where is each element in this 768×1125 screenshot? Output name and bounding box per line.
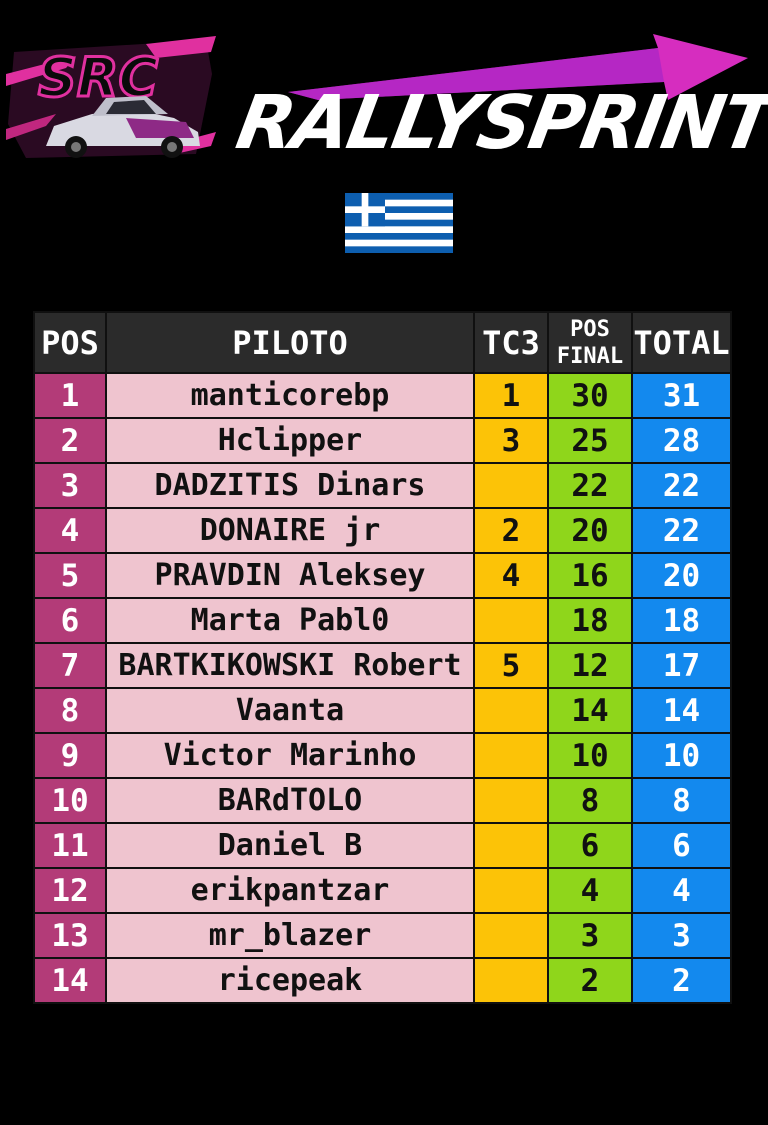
cell-pos: 12 — [33, 867, 107, 914]
cell-pilot: Daniel B — [105, 822, 475, 869]
cell-pilot: Victor Marinho — [105, 732, 475, 779]
header-pilot: PILOTO — [105, 311, 475, 374]
table-header-row: POS PILOTO TC3 POS FINAL TOTAL — [33, 311, 732, 374]
cell-final: 12 — [547, 642, 633, 689]
cell-total: 3 — [631, 912, 732, 959]
cell-total: 4 — [631, 867, 732, 914]
cell-final: 18 — [547, 597, 633, 644]
cell-pilot: PRAVDIN Aleksey — [105, 552, 475, 599]
header-total: TOTAL — [631, 311, 732, 374]
cell-pos: 6 — [33, 597, 107, 644]
cell-total: 31 — [631, 372, 732, 419]
header-final-bottom: FINAL — [556, 343, 624, 369]
title-block: RALLYSPRINT — [228, 8, 768, 178]
cell-tc3 — [473, 597, 549, 644]
table-body: 1 manticorebp 1 30 31 2 Hclipper 3 25 28 3 DADZITIS… — [33, 372, 732, 1004]
table-row: 10 BARdTOLO 8 8 — [33, 777, 732, 824]
cell-pilot: BARTKIKOWSKI Robert — [105, 642, 475, 689]
table-row: 3 DADZITIS Dinars 22 22 — [33, 462, 732, 509]
cell-total: 6 — [631, 822, 732, 869]
cell-total: 28 — [631, 417, 732, 464]
cell-pilot: Vaanta — [105, 687, 475, 734]
cell-pilot: BARdTOLO — [105, 777, 475, 824]
cell-final: 16 — [547, 552, 633, 599]
table-row: 12 erikpantzar 4 4 — [33, 867, 732, 914]
table-row: 4 DONAIRE jr 2 20 22 — [33, 507, 732, 554]
table-row: 9 Victor Marinho 10 10 — [33, 732, 732, 779]
cell-pos: 1 — [33, 372, 107, 419]
table-row: 1 manticorebp 1 30 31 — [33, 372, 732, 419]
header-final-top: POS — [570, 316, 610, 342]
cell-total: 18 — [631, 597, 732, 644]
header-final: POS FINAL — [547, 311, 633, 374]
cell-pos: 13 — [33, 912, 107, 959]
cell-tc3 — [473, 822, 549, 869]
cell-pos: 3 — [33, 462, 107, 509]
table-row: 8 Vaanta 14 14 — [33, 687, 732, 734]
cell-pilot: Marta Pabl0 — [105, 597, 475, 644]
cell-tc3 — [473, 687, 549, 734]
cell-pilot: erikpantzar — [105, 867, 475, 914]
cell-total: 20 — [631, 552, 732, 599]
cell-tc3: 2 — [473, 507, 549, 554]
cell-tc3: 3 — [473, 417, 549, 464]
cell-pilot: DONAIRE jr — [105, 507, 475, 554]
cell-tc3: 5 — [473, 642, 549, 689]
cell-final: 25 — [547, 417, 633, 464]
cell-total: 14 — [631, 687, 732, 734]
cell-final: 2 — [547, 957, 633, 1004]
cell-final: 30 — [547, 372, 633, 419]
header-tc3: TC3 — [473, 311, 549, 374]
table-row: 14 ricepeak 2 2 — [33, 957, 732, 1004]
cell-pos: 2 — [33, 417, 107, 464]
cell-pilot: Hclipper — [105, 417, 475, 464]
cell-final: 22 — [547, 462, 633, 509]
src-logo: SRC — [6, 36, 216, 158]
table-row: 7 BARTKIKOWSKI Robert 5 12 17 — [33, 642, 732, 689]
cell-pos: 11 — [33, 822, 107, 869]
cell-tc3 — [473, 732, 549, 779]
table-row: 5 PRAVDIN Aleksey 4 16 20 — [33, 552, 732, 599]
cell-tc3 — [473, 462, 549, 509]
cell-pos: 8 — [33, 687, 107, 734]
arrow-icon — [288, 34, 748, 100]
cell-pilot: DADZITIS Dinars — [105, 462, 475, 509]
table-row: 6 Marta Pabl0 18 18 — [33, 597, 732, 644]
table-row: 2 Hclipper 3 25 28 — [33, 417, 732, 464]
cell-pos: 9 — [33, 732, 107, 779]
cell-total: 22 — [631, 507, 732, 554]
table-row: 13 mr_blazer 3 3 — [33, 912, 732, 959]
standings-table: POS PILOTO TC3 POS FINAL TOTAL 1 manticor… — [33, 311, 732, 1004]
cell-total: 22 — [631, 462, 732, 509]
cell-total: 2 — [631, 957, 732, 1004]
cell-pilot: manticorebp — [105, 372, 475, 419]
cell-final: 14 — [547, 687, 633, 734]
cell-tc3 — [473, 912, 549, 959]
cell-pos: 4 — [33, 507, 107, 554]
header-pos: POS — [33, 311, 107, 374]
greece-flag-icon — [345, 193, 453, 253]
cell-final: 4 — [547, 867, 633, 914]
cell-total: 10 — [631, 732, 732, 779]
cell-total: 8 — [631, 777, 732, 824]
cell-tc3: 1 — [473, 372, 549, 419]
cell-final: 10 — [547, 732, 633, 779]
cell-final: 6 — [547, 822, 633, 869]
cell-total: 17 — [631, 642, 732, 689]
cell-final: 8 — [547, 777, 633, 824]
cell-tc3 — [473, 867, 549, 914]
cell-pos: 5 — [33, 552, 107, 599]
cell-tc3 — [473, 957, 549, 1004]
cell-pos: 7 — [33, 642, 107, 689]
cell-pos: 10 — [33, 777, 107, 824]
app-title: RALLYSPRINT — [230, 80, 768, 166]
cell-pilot: ricepeak — [105, 957, 475, 1004]
cell-pilot: mr_blazer — [105, 912, 475, 959]
cell-pos: 14 — [33, 957, 107, 1004]
cell-tc3: 4 — [473, 552, 549, 599]
cell-final: 3 — [547, 912, 633, 959]
cell-tc3 — [473, 777, 549, 824]
cell-final: 20 — [547, 507, 633, 554]
